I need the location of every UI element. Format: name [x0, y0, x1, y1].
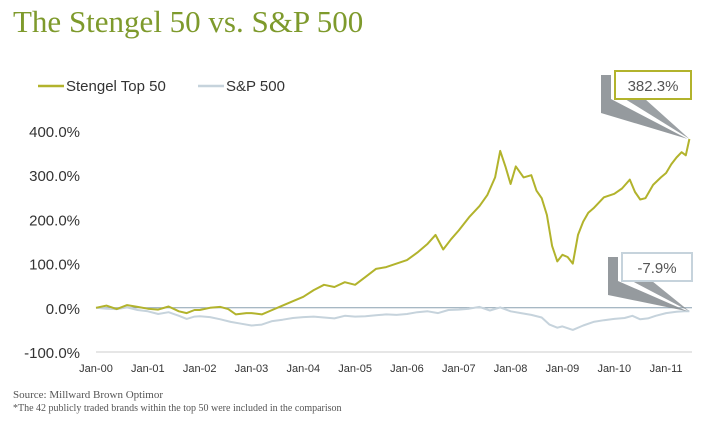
y-tick-label: 300.0%: [29, 168, 80, 185]
x-tick-label: Jan-00: [79, 363, 113, 375]
legend: Stengel Top 50 S&P 500: [38, 78, 285, 95]
y-tick-label: 0.0%: [46, 301, 80, 318]
x-tick-label: Jan-07: [442, 363, 476, 375]
series-line-stengel: [95, 138, 691, 316]
callout-arrow-stengel: [601, 75, 688, 139]
legend-label-sp500: S&P 500: [226, 78, 285, 95]
series-group: [95, 138, 691, 331]
callout-box-sp500: [621, 252, 693, 282]
x-tick-label: Jan-09: [546, 363, 580, 375]
x-tick-label: Jan-03: [235, 363, 269, 375]
x-tick-label: Jan-05: [338, 363, 372, 375]
callout-box-stengel: [614, 70, 692, 100]
callout-arrow-sp500: [608, 257, 688, 312]
callouts: 382.3% -7.9%: [601, 70, 693, 312]
x-tick-label: Jan-11: [650, 363, 683, 375]
x-tick-label: Jan-10: [597, 363, 631, 375]
callout-label-stengel: 382.3%: [628, 78, 679, 95]
x-axis: Jan-00 Jan-01 Jan-02 Jan-03 Jan-04 Jan-05 Jan-…: [79, 363, 682, 375]
callout-pointer-stengel: [625, 99, 690, 139]
x-tick-label: Jan-01: [131, 363, 165, 375]
x-tick-label: Jan-06: [390, 363, 424, 375]
callout-pointer-sp500: [632, 281, 690, 312]
x-tick-label: Jan-04: [286, 363, 320, 375]
y-tick-label: -100.0%: [24, 345, 80, 362]
footnote: *The 42 publicly traded brands within th…: [13, 403, 342, 414]
y-tick-label: 200.0%: [29, 212, 80, 229]
source-note: Source: Millward Brown Optimor: [13, 389, 164, 401]
y-tick-label: 400.0%: [29, 124, 80, 141]
callout-label-sp500: -7.9%: [637, 260, 676, 277]
y-tick-label: 100.0%: [29, 257, 80, 274]
x-tick-label: Jan-08: [494, 363, 528, 375]
y-axis: 400.0% 300.0% 200.0% 100.0% 0.0% -100.0%: [24, 124, 80, 362]
series-line-sp500: [95, 305, 690, 331]
chart-title: The Stengel 50 vs. S&P 500: [13, 4, 364, 39]
legend-label-stengel: Stengel Top 50: [66, 78, 166, 95]
x-tick-label: Jan-02: [183, 363, 217, 375]
